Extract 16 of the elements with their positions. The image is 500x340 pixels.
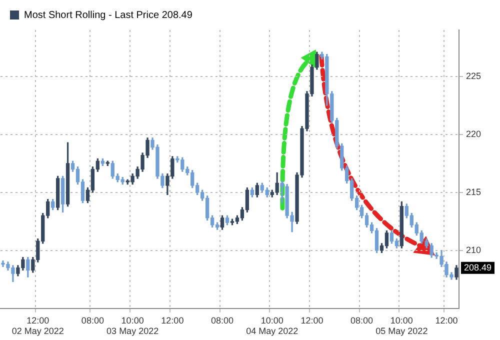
y-tick-label: 215	[466, 186, 482, 197]
x-tick-label: 12:00	[161, 315, 184, 326]
x-tick-label: 08:00	[211, 315, 234, 326]
x-tick-label: 08:00	[81, 315, 104, 326]
x-tick-label: 10:00 04 May 2022	[246, 315, 298, 336]
x-tick-label: 10:00 03 May 2022	[106, 315, 159, 336]
x-tick-label: 12:00	[300, 315, 324, 326]
y-tick-label: 225	[466, 70, 482, 81]
x-tick-label: 10:00 05 May 2022	[376, 315, 428, 336]
x-tick-label: 12:00 02 May 2022	[12, 315, 64, 336]
legend-label: Most Short Rolling - Last Price 208.49	[24, 10, 193, 21]
annotation: 208.49	[464, 262, 492, 272]
x-tick-label: 08:00	[350, 315, 374, 326]
y-tick-label: 220	[466, 128, 482, 139]
x-tick-label: 12:00	[435, 315, 458, 326]
y-tick-label: 210	[466, 244, 482, 255]
